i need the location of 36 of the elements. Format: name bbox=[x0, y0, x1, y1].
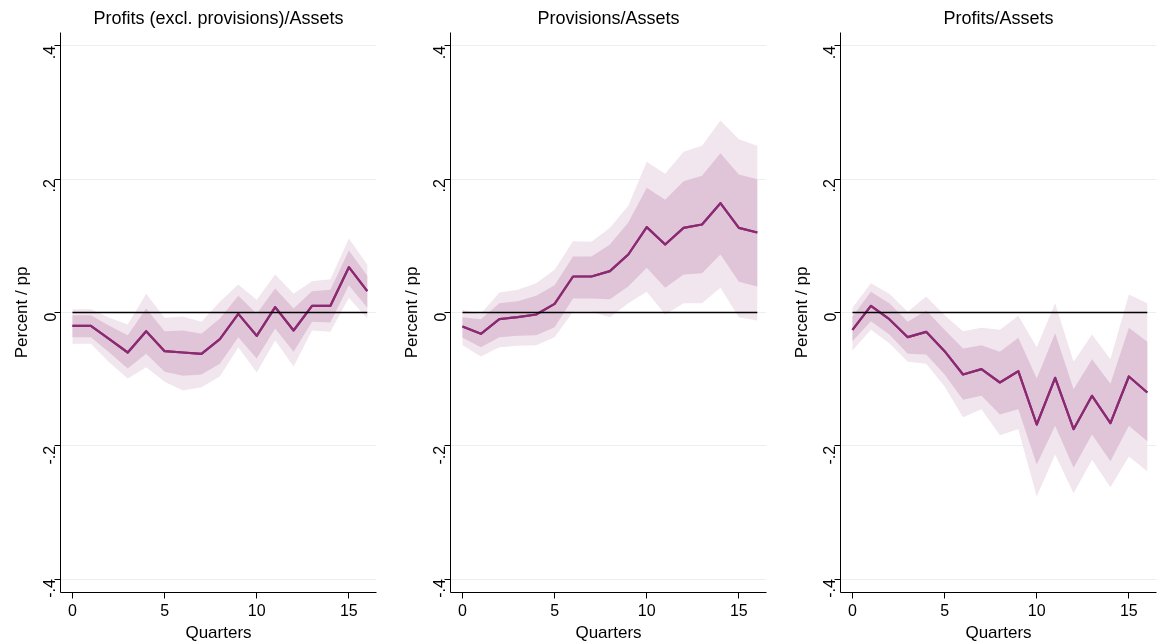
y-tick-label: -.2 bbox=[41, 445, 59, 465]
y-axis-title: Percent / pp bbox=[11, 266, 31, 359]
chart-title: Provisions/Assets bbox=[537, 7, 680, 28]
x-axis-title: Quarters bbox=[575, 622, 642, 642]
y-tick-label: .4 bbox=[41, 45, 59, 60]
x-axis-title: Quarters bbox=[185, 622, 252, 642]
y-tick-label: .2 bbox=[41, 179, 59, 193]
y-tick-label: .2 bbox=[431, 179, 449, 193]
x-tick-label: 15 bbox=[729, 601, 748, 619]
x-tick-label: 10 bbox=[1027, 601, 1046, 619]
y-tick-label: .4 bbox=[431, 45, 449, 60]
x-tick-label: 15 bbox=[1119, 601, 1138, 619]
y-axis-title: Percent / pp bbox=[791, 266, 811, 359]
y-axis-title: Percent / pp bbox=[401, 266, 421, 359]
x-tick-label: 0 bbox=[68, 601, 78, 619]
y-tick-label: 0 bbox=[821, 312, 839, 322]
y-tick-label: -.2 bbox=[821, 445, 839, 465]
x-tick-label: 5 bbox=[160, 601, 170, 619]
y-tick-label: -.4 bbox=[821, 579, 839, 598]
y-tick-label: 0 bbox=[41, 312, 59, 322]
y-tick-label: 0 bbox=[431, 312, 449, 322]
y-tick-label: .2 bbox=[821, 179, 839, 193]
x-tick-label: 15 bbox=[339, 601, 358, 619]
x-tick-label: 5 bbox=[940, 601, 950, 619]
x-axis-title: Quarters bbox=[965, 622, 1032, 642]
chart-title: Profits/Assets bbox=[943, 7, 1054, 28]
x-tick-label: 0 bbox=[848, 601, 858, 619]
y-tick-label: -.4 bbox=[431, 579, 449, 598]
x-tick-label: 10 bbox=[637, 601, 656, 619]
x-tick-label: 5 bbox=[550, 601, 560, 619]
chart-title: Profits (excl. provisions)/Assets bbox=[93, 7, 344, 28]
x-tick-label: 10 bbox=[247, 601, 266, 619]
x-tick-label: 0 bbox=[458, 601, 468, 619]
y-tick-label: -.2 bbox=[431, 445, 449, 465]
y-tick-label: .4 bbox=[821, 45, 839, 60]
y-tick-label: -.4 bbox=[41, 579, 59, 598]
